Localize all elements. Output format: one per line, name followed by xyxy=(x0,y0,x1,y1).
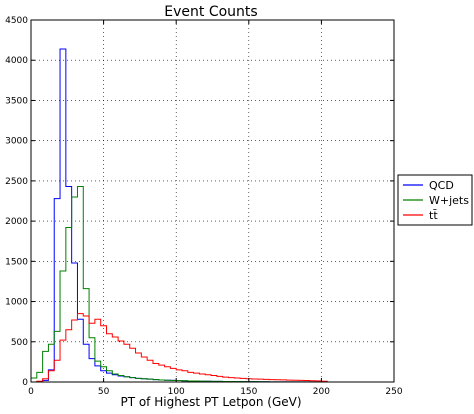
legend-label-2: tt̄ xyxy=(429,209,438,222)
y-tick-label: 1500 xyxy=(5,257,28,267)
legend: QCD W+jets tt̄ xyxy=(397,174,473,226)
y-tick-label: 2500 xyxy=(5,177,28,187)
x-tick-label: 0 xyxy=(28,387,34,397)
x-axis-label: PT of Highest PT Letpon (GeV) xyxy=(120,395,301,409)
y-tick-label: 1000 xyxy=(5,298,28,308)
y-tick-label: 3000 xyxy=(5,137,28,147)
y-tick-label: 0 xyxy=(22,378,28,388)
y-tick-label: 3500 xyxy=(5,96,28,106)
y-tick-label: 4000 xyxy=(5,56,28,66)
y-tick-label: 4500 xyxy=(5,16,28,26)
legend-label-0: QCD xyxy=(429,179,454,192)
series-line-0 xyxy=(31,48,328,383)
series-line-2 xyxy=(31,313,328,383)
x-tick-label: 250 xyxy=(385,387,402,397)
series-layer xyxy=(30,48,328,383)
legend-label-1: W+jets xyxy=(429,194,469,207)
axis-ticks: 0 50 100 150 200 2500500100015002000250030003… xyxy=(5,16,403,397)
series-line-1 xyxy=(30,186,328,383)
x-tick-label: 200 xyxy=(313,387,330,397)
x-tick-label: 100 xyxy=(168,387,185,397)
plot-frame xyxy=(30,19,395,383)
chart-title: Event Counts xyxy=(164,4,257,20)
x-tick-label: 150 xyxy=(240,387,257,397)
y-tick-label: 2000 xyxy=(5,217,28,227)
y-tick-label: 500 xyxy=(11,338,28,348)
x-tick-label: 50 xyxy=(98,387,110,397)
grid-lines xyxy=(31,20,394,382)
